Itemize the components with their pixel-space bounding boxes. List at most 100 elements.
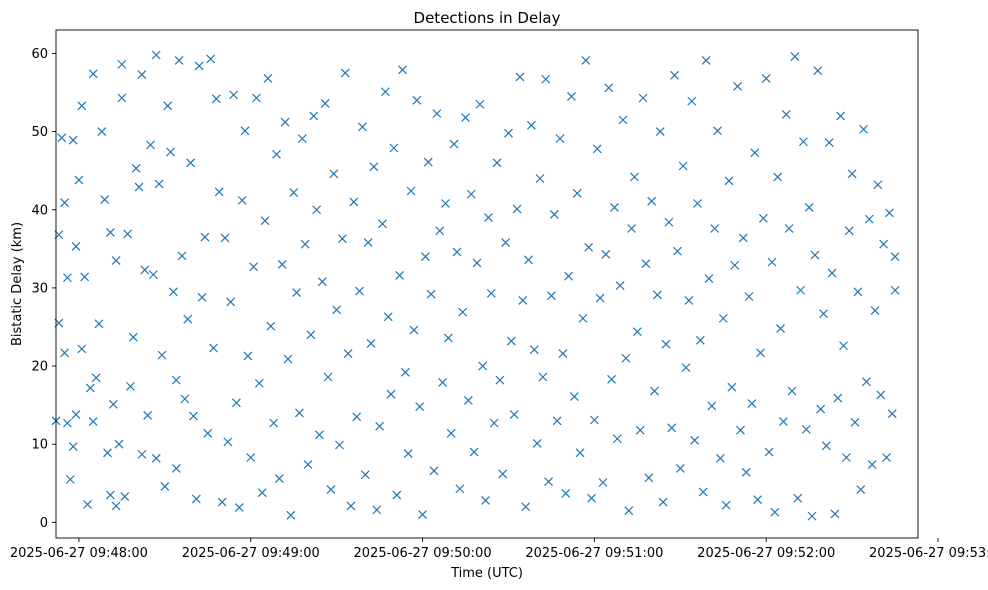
data-point bbox=[736, 425, 745, 435]
data-point bbox=[432, 109, 442, 119]
data-point bbox=[741, 467, 751, 477]
data-point bbox=[211, 94, 221, 104]
data-point bbox=[773, 172, 783, 182]
data-point bbox=[796, 285, 806, 295]
data-point bbox=[715, 453, 725, 463]
data-point bbox=[813, 66, 823, 76]
data-point bbox=[478, 361, 488, 371]
data-point bbox=[88, 417, 98, 426]
data-point bbox=[429, 466, 439, 476]
data-point bbox=[346, 501, 356, 511]
data-point bbox=[876, 390, 886, 400]
data-point bbox=[403, 449, 413, 459]
data-point bbox=[60, 348, 70, 358]
data-point bbox=[864, 214, 874, 224]
data-point bbox=[189, 411, 198, 421]
data-point bbox=[618, 115, 628, 125]
data-point bbox=[887, 409, 897, 419]
y-tick-label: 0 bbox=[40, 516, 48, 531]
x-tick-label: 2025-06-27 09:52:00 bbox=[697, 546, 835, 561]
data-point bbox=[713, 126, 722, 136]
data-point bbox=[380, 87, 390, 97]
data-point bbox=[776, 324, 785, 333]
data-point bbox=[372, 505, 382, 515]
data-point bbox=[171, 464, 181, 473]
data-point bbox=[529, 345, 539, 355]
data-point bbox=[581, 56, 591, 65]
data-point bbox=[320, 99, 330, 108]
data-point bbox=[166, 147, 175, 157]
data-point bbox=[707, 401, 717, 411]
data-point bbox=[833, 393, 843, 403]
data-point bbox=[816, 404, 826, 414]
data-point bbox=[349, 197, 359, 207]
data-point bbox=[727, 382, 737, 392]
data-point bbox=[844, 226, 854, 236]
data-point bbox=[383, 312, 393, 322]
data-point bbox=[306, 330, 316, 340]
data-point bbox=[123, 229, 133, 239]
data-point bbox=[627, 224, 637, 233]
data-point bbox=[254, 378, 264, 388]
data-point bbox=[111, 501, 121, 511]
data-point bbox=[111, 256, 121, 265]
data-point bbox=[704, 274, 714, 283]
data-point bbox=[667, 423, 677, 433]
data-point bbox=[695, 335, 705, 345]
data-point bbox=[718, 313, 728, 323]
data-point bbox=[300, 239, 310, 249]
data-point bbox=[203, 428, 213, 438]
data-point bbox=[435, 226, 445, 236]
data-point bbox=[303, 460, 313, 469]
data-point bbox=[549, 210, 559, 219]
data-point bbox=[277, 260, 287, 269]
data-point bbox=[438, 378, 448, 387]
data-point bbox=[363, 238, 373, 248]
data-point bbox=[501, 238, 511, 248]
data-point bbox=[661, 339, 671, 349]
data-point bbox=[151, 453, 161, 463]
data-point bbox=[758, 213, 768, 223]
data-point bbox=[538, 372, 548, 382]
data-point bbox=[690, 435, 700, 445]
data-point bbox=[770, 507, 780, 517]
data-point bbox=[630, 172, 639, 182]
data-point bbox=[220, 233, 230, 243]
data-point bbox=[827, 268, 837, 278]
data-point bbox=[65, 474, 75, 484]
data-point bbox=[484, 213, 493, 222]
data-point bbox=[572, 188, 582, 198]
data-point bbox=[128, 332, 138, 342]
data-point bbox=[787, 386, 797, 396]
data-point bbox=[332, 305, 342, 315]
data-point bbox=[867, 460, 877, 469]
data-point bbox=[784, 224, 794, 233]
data-point bbox=[68, 442, 78, 451]
data-point bbox=[392, 490, 402, 500]
data-point bbox=[515, 72, 525, 82]
data-point bbox=[644, 473, 654, 483]
data-point bbox=[638, 93, 648, 103]
data-point bbox=[231, 398, 241, 408]
y-tick-label: 10 bbox=[31, 438, 48, 453]
data-point bbox=[589, 415, 599, 425]
data-point bbox=[68, 135, 78, 145]
data-point bbox=[558, 349, 568, 358]
y-tick-label: 60 bbox=[31, 47, 48, 62]
data-point bbox=[804, 202, 814, 212]
data-point bbox=[312, 205, 322, 215]
data-point bbox=[186, 158, 196, 168]
data-point bbox=[57, 133, 67, 143]
data-point bbox=[621, 353, 631, 363]
data-point bbox=[280, 117, 290, 127]
data-point bbox=[544, 477, 553, 487]
data-point bbox=[882, 453, 891, 462]
data-point bbox=[552, 416, 562, 426]
y-tick-label: 40 bbox=[31, 203, 48, 218]
data-point bbox=[197, 292, 207, 302]
data-point bbox=[475, 99, 485, 109]
data-point bbox=[88, 69, 98, 79]
data-point bbox=[841, 453, 851, 462]
data-point bbox=[506, 336, 516, 346]
y-tick-label: 20 bbox=[31, 360, 48, 375]
